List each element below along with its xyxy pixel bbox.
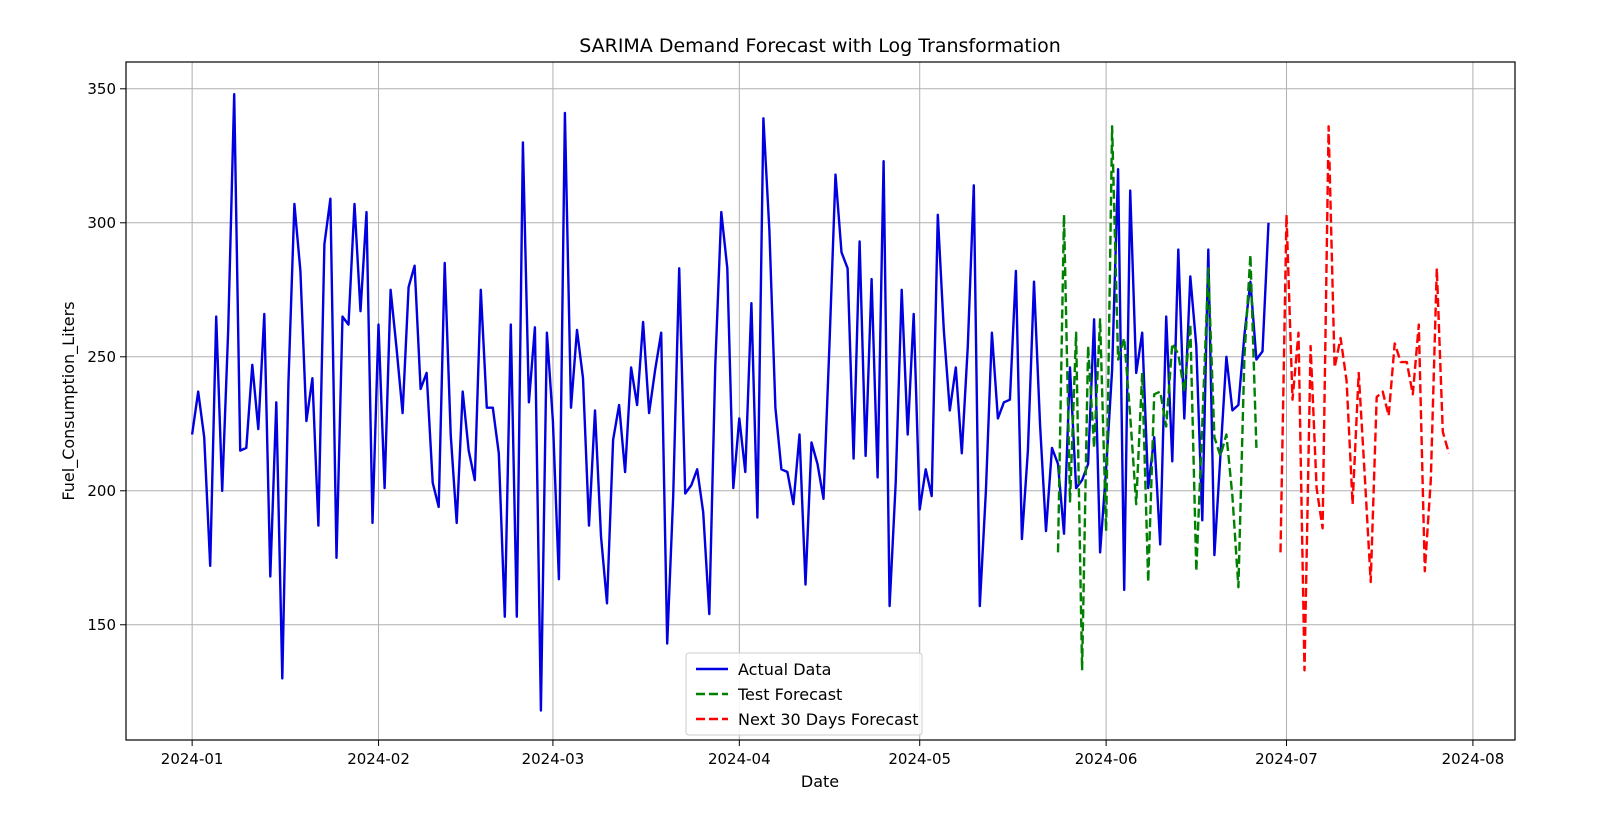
legend-label: Actual Data: [738, 660, 831, 679]
axis-ticks: 2024-01 2024-02 2024-03 2024-04 2024-05 2024-…: [87, 80, 1504, 768]
y-tick-label: 150: [87, 616, 116, 634]
chart-title: SARIMA Demand Forecast with Log Transfor…: [579, 35, 1061, 57]
y-tick-label: 250: [87, 348, 116, 366]
x-tick-label: 2024-04: [708, 750, 771, 768]
x-tick-label: 2024-06: [1075, 750, 1138, 768]
x-tick-label: 2024-02: [347, 750, 410, 768]
x-tick-label: 2024-08: [1442, 750, 1505, 768]
y-tick-label: 200: [87, 482, 116, 500]
plot-frame: [125, 61, 1516, 741]
y-tick-label: 300: [87, 214, 116, 232]
legend-label: Test Forecast: [737, 685, 842, 704]
legend-box: [685, 652, 923, 736]
series-line-test-forecast: [1056, 125, 1258, 672]
x-tick-label: 2024-07: [1255, 750, 1318, 768]
y-tick-label: 350: [87, 80, 116, 98]
x-tick-label: 2024-01: [161, 750, 224, 768]
legend: Actual Data Test Forecast Next 30 Days For…: [685, 652, 923, 736]
y-axis-title: Fuel_Consumption_Liters: [59, 301, 79, 500]
series-line-actual-data: [190, 92, 1270, 712]
legend-label: Next 30 Days Forecast: [738, 710, 919, 729]
series-lines: [190, 92, 1451, 712]
x-tick-label: 2024-05: [888, 750, 951, 768]
x-axis-title: Date: [801, 772, 839, 791]
x-tick-label: 2024-03: [522, 750, 585, 768]
